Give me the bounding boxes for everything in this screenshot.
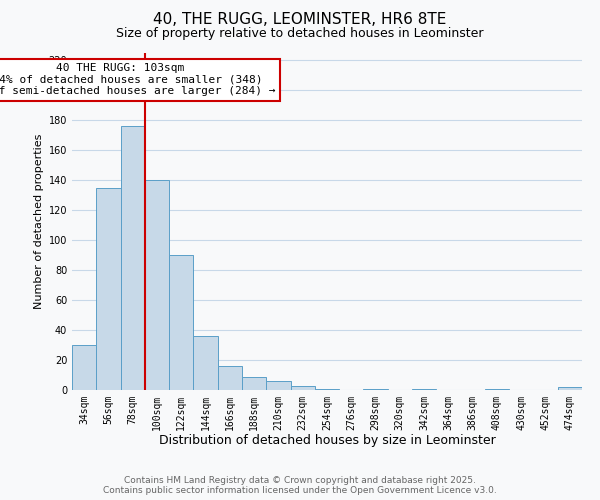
- Bar: [412, 388, 436, 390]
- Bar: [242, 376, 266, 390]
- Text: 40 THE RUGG: 103sqm
← 54% of detached houses are smaller (348)
44% of semi-detac: 40 THE RUGG: 103sqm ← 54% of detached ho…: [0, 63, 276, 96]
- Bar: [193, 336, 218, 390]
- Bar: [72, 345, 96, 390]
- Text: Size of property relative to detached houses in Leominster: Size of property relative to detached ho…: [116, 28, 484, 40]
- Bar: [145, 180, 169, 390]
- Bar: [364, 388, 388, 390]
- Bar: [558, 387, 582, 390]
- Bar: [485, 388, 509, 390]
- Bar: [218, 366, 242, 390]
- Text: 40, THE RUGG, LEOMINSTER, HR6 8TE: 40, THE RUGG, LEOMINSTER, HR6 8TE: [154, 12, 446, 28]
- Bar: [315, 388, 339, 390]
- Bar: [121, 126, 145, 390]
- Bar: [266, 381, 290, 390]
- Y-axis label: Number of detached properties: Number of detached properties: [34, 134, 44, 309]
- Bar: [96, 188, 121, 390]
- X-axis label: Distribution of detached houses by size in Leominster: Distribution of detached houses by size …: [158, 434, 496, 448]
- Text: Contains HM Land Registry data © Crown copyright and database right 2025.
Contai: Contains HM Land Registry data © Crown c…: [103, 476, 497, 495]
- Bar: [290, 386, 315, 390]
- Bar: [169, 255, 193, 390]
